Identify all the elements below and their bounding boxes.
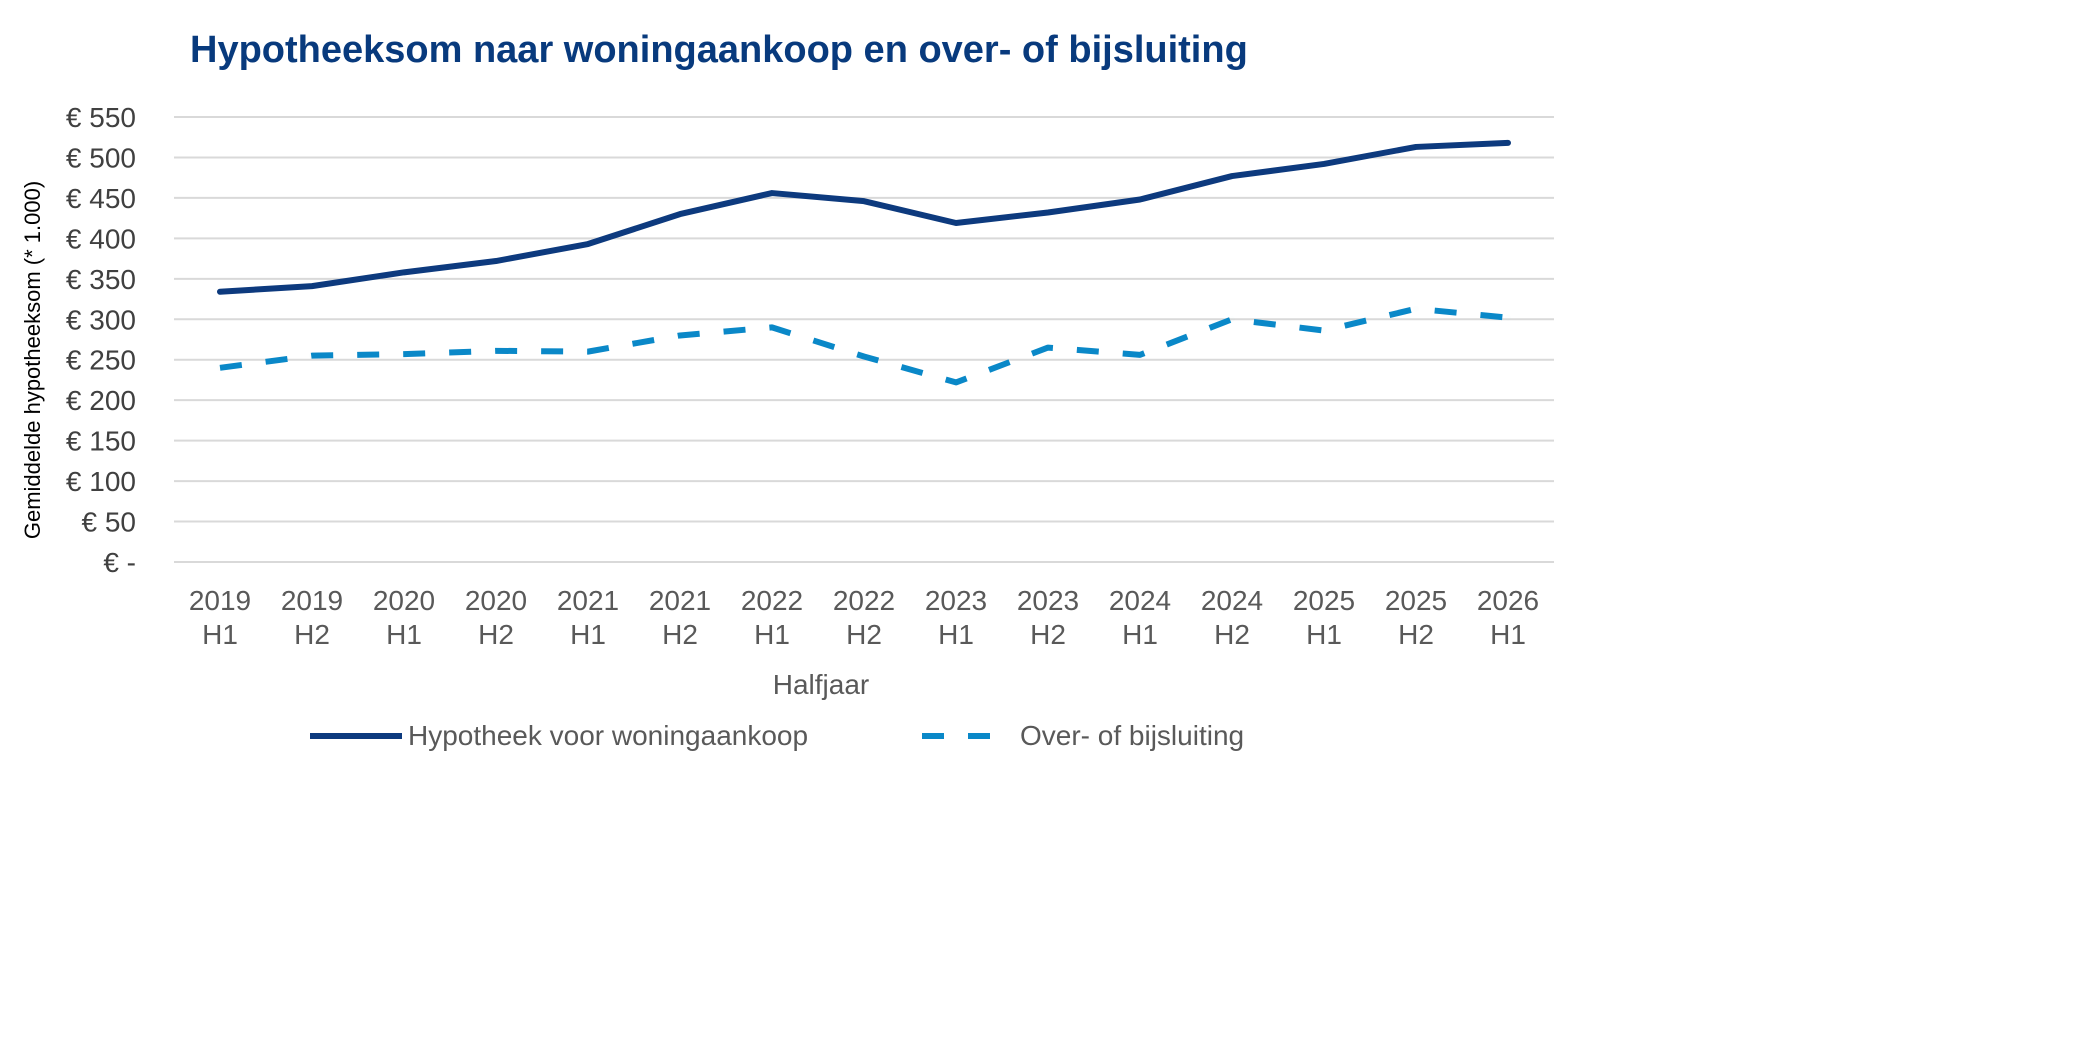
y-tick-label: € 50 [82,507,137,538]
data-point [309,353,315,359]
x-tick-label-half: H2 [846,619,882,650]
y-tick-label: € 250 [66,345,136,376]
x-tick-label-year: 2026 [1477,585,1539,616]
data-point [1045,345,1051,351]
data-point [1413,306,1419,312]
data-point [1321,161,1327,167]
data-point [1413,144,1419,150]
x-axis-ticks: 2019H12019H22020H12020H22021H12021H22022… [189,585,1539,650]
x-axis-title: Halfjaar [773,669,869,700]
x-tick-label-year: 2024 [1109,585,1171,616]
data-point [493,348,499,354]
x-tick-label-half: H1 [754,619,790,650]
gridlines [174,116,1554,563]
data-point [1505,140,1511,146]
series-line-1 [217,139,1511,295]
legend: Hypotheek voor woningaankoop Over- of bij… [310,720,1244,751]
data-point [1045,209,1051,215]
x-tick-label-year: 2022 [833,585,895,616]
data-point [1505,315,1511,321]
data-point [1229,316,1235,322]
x-tick-label-year: 2020 [373,585,435,616]
y-tick-label: € 400 [66,223,136,254]
y-tick-label: € 450 [66,183,136,214]
data-point [861,198,867,204]
y-tick-label: € 300 [66,304,136,335]
x-tick-label-half: H1 [938,619,974,650]
data-point [1229,173,1235,179]
legend-label: Over- of bijsluiting [1020,720,1244,751]
data-point [401,269,407,275]
chart-title: Hypotheeksom naar woningaankoop en over-… [190,29,1248,71]
y-tick-label: € 100 [66,466,136,497]
x-tick-label-year: 2020 [465,585,527,616]
x-tick-label-half: H2 [294,619,330,650]
x-tick-label-year: 2019 [189,585,251,616]
data-point [769,190,775,196]
x-tick-label-half: H1 [202,619,238,650]
x-tick-label-year: 2019 [281,585,343,616]
x-tick-label-half: H1 [570,619,606,650]
y-tick-label: € 200 [66,385,136,416]
x-tick-label-year: 2023 [1017,585,1079,616]
y-tick-label: € 500 [66,142,136,173]
x-tick-label-year: 2021 [557,585,619,616]
x-tick-label-year: 2022 [741,585,803,616]
x-tick-label-half: H2 [1030,619,1066,650]
y-axis-ticks: € - € 50 € 100 € 150 € 200 € 250 € 300 € 350 € 4… [66,102,136,578]
x-tick-label-half: H2 [662,619,698,650]
data-point [585,241,591,247]
data-point [585,349,591,355]
data-point [677,211,683,217]
data-point [953,220,959,226]
data-point [309,283,315,289]
y-tick-label: € 550 [66,102,136,133]
data-point [861,353,867,359]
x-tick-label-half: H1 [1490,619,1526,650]
x-tick-label-half: H2 [1398,619,1434,650]
series-line-2 [219,305,1509,386]
x-tick-label-half: H1 [1306,619,1342,650]
x-tick-label-half: H1 [1122,619,1158,650]
data-point [677,332,683,338]
legend-label: Hypotheek voor woningaankoop [408,720,808,751]
series-lines [217,139,1511,386]
y-tick-label: € 350 [66,264,136,295]
x-tick-label-year: 2025 [1385,585,1447,616]
chart: Hypotheeksom naar woningaankoop en over-… [20,29,1554,751]
data-point [401,351,407,357]
data-point [769,324,775,330]
data-point [1137,197,1143,203]
data-point [493,258,499,264]
data-point [217,289,223,295]
y-axis-title: Gemiddelde hypotheeksom (* 1.000) [20,181,45,539]
data-point [217,365,223,371]
data-point [1137,352,1143,358]
y-tick-label: € - [103,547,136,578]
data-point [953,379,959,385]
x-tick-label-year: 2021 [649,585,711,616]
x-tick-label-year: 2023 [925,585,987,616]
y-tick-label: € 150 [66,426,136,457]
x-tick-label-year: 2024 [1201,585,1263,616]
x-tick-label-half: H2 [478,619,514,650]
x-tick-label-year: 2025 [1293,585,1355,616]
x-tick-label-half: H2 [1214,619,1250,650]
data-point [1321,328,1327,334]
x-tick-label-half: H1 [386,619,422,650]
